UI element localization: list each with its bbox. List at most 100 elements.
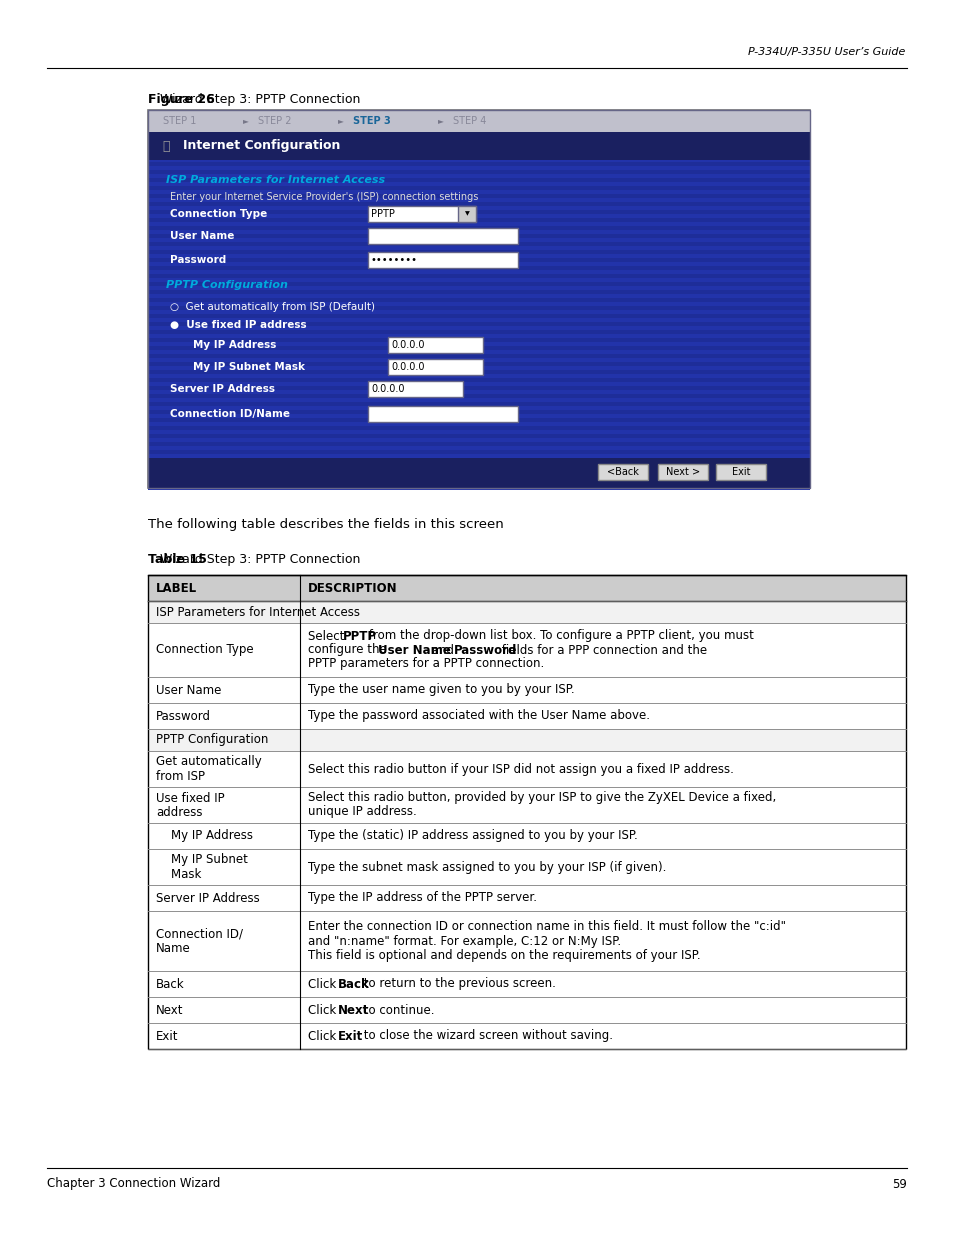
Bar xyxy=(148,406,809,410)
Bar xyxy=(148,378,809,382)
Bar xyxy=(148,438,809,442)
Bar xyxy=(148,190,809,194)
Bar xyxy=(148,230,809,233)
Text: Password: Password xyxy=(156,709,211,722)
Bar xyxy=(716,464,765,480)
Bar xyxy=(148,219,809,222)
Bar xyxy=(148,446,809,450)
Bar xyxy=(148,162,809,165)
Bar xyxy=(148,482,809,487)
Bar xyxy=(148,433,809,438)
Bar xyxy=(148,246,809,249)
Bar xyxy=(388,337,482,353)
Text: ►: ► xyxy=(337,116,343,126)
Bar xyxy=(148,354,809,358)
Bar xyxy=(388,359,482,375)
Text: STEP 2: STEP 2 xyxy=(257,116,292,126)
Bar xyxy=(148,322,809,326)
Bar xyxy=(148,242,809,246)
Bar xyxy=(148,287,809,290)
Text: Exit: Exit xyxy=(156,1030,178,1042)
Bar xyxy=(148,458,809,488)
Bar xyxy=(148,454,809,458)
Text: Exit: Exit xyxy=(731,467,749,477)
Bar xyxy=(368,206,476,222)
Text: The following table describes the fields in this screen: The following table describes the fields… xyxy=(148,517,503,531)
Bar xyxy=(598,464,647,480)
Text: PPTP Configuration: PPTP Configuration xyxy=(156,734,268,746)
Text: and "n:name" format. For example, C:12 or N:My ISP.: and "n:name" format. For example, C:12 o… xyxy=(308,935,620,947)
Text: Click: Click xyxy=(308,1004,339,1016)
Text: DESCRIPTION: DESCRIPTION xyxy=(308,582,397,594)
Text: Use fixed IP: Use fixed IP xyxy=(156,792,224,804)
Bar xyxy=(148,254,809,258)
Bar xyxy=(148,466,809,471)
Text: User Name: User Name xyxy=(377,643,450,657)
Bar xyxy=(148,132,809,161)
Bar xyxy=(368,228,517,245)
Text: Wizard Step 3: PPTP Connection: Wizard Step 3: PPTP Connection xyxy=(148,93,360,106)
Text: to close the wizard screen without saving.: to close the wizard screen without savin… xyxy=(360,1030,613,1042)
Text: User Name: User Name xyxy=(156,683,221,697)
Text: unique IP address.: unique IP address. xyxy=(308,805,416,819)
Text: STEP 4: STEP 4 xyxy=(453,116,486,126)
Bar xyxy=(148,303,809,306)
Bar xyxy=(148,114,809,119)
Bar xyxy=(148,210,809,214)
Bar xyxy=(148,471,809,474)
Bar xyxy=(148,233,809,238)
Text: and: and xyxy=(428,643,457,657)
Bar xyxy=(148,997,905,1023)
Bar xyxy=(148,135,809,138)
Text: Chapter 3 Connection Wizard: Chapter 3 Connection Wizard xyxy=(47,1177,220,1191)
Bar xyxy=(148,194,809,198)
Bar xyxy=(148,911,905,971)
Text: Wizard Step 3: PPTP Connection: Wizard Step 3: PPTP Connection xyxy=(148,553,360,566)
Text: to continue.: to continue. xyxy=(360,1004,435,1016)
Bar xyxy=(148,403,809,406)
Text: Type the user name given to you by your ISP.: Type the user name given to you by your … xyxy=(308,683,574,697)
Bar xyxy=(148,430,809,433)
Bar xyxy=(148,178,809,182)
Text: ●  Use fixed IP address: ● Use fixed IP address xyxy=(170,320,306,330)
Bar xyxy=(148,487,809,490)
Text: Back: Back xyxy=(156,977,185,990)
Text: Connection ID/Name: Connection ID/Name xyxy=(170,409,290,419)
Bar xyxy=(148,222,809,226)
Text: Click: Click xyxy=(308,977,339,990)
Bar xyxy=(148,282,809,287)
Bar xyxy=(148,146,809,149)
Text: configure the: configure the xyxy=(308,643,390,657)
Text: STEP 3: STEP 3 xyxy=(353,116,391,126)
Bar xyxy=(148,149,809,154)
Text: Next: Next xyxy=(337,1004,369,1016)
Bar xyxy=(148,270,809,274)
Text: Next >: Next > xyxy=(665,467,700,477)
Bar xyxy=(148,450,809,454)
Bar xyxy=(148,387,809,390)
Bar xyxy=(658,464,707,480)
Bar xyxy=(148,170,809,174)
Text: ▼: ▼ xyxy=(464,211,469,216)
Bar xyxy=(148,186,809,190)
Text: Next: Next xyxy=(156,1004,183,1016)
Text: PPTP: PPTP xyxy=(371,209,395,219)
Bar xyxy=(148,310,809,314)
Bar xyxy=(148,601,905,622)
Text: Select this radio button, provided by your ISP to give the ZyXEL Device a fixed,: Select this radio button, provided by yo… xyxy=(308,792,776,804)
Bar xyxy=(148,971,905,997)
Bar xyxy=(148,426,809,430)
Text: ISP Parameters for Internet Access: ISP Parameters for Internet Access xyxy=(166,175,385,185)
Text: to return to the previous screen.: to return to the previous screen. xyxy=(360,977,556,990)
Bar xyxy=(148,848,905,885)
Bar xyxy=(148,370,809,374)
Bar xyxy=(148,366,809,370)
Bar xyxy=(148,622,905,677)
Text: Enter your Internet Service Provider's (ISP) connection settings: Enter your Internet Service Provider's (… xyxy=(170,191,477,203)
Text: fields for a PPP connection and the: fields for a PPP connection and the xyxy=(497,643,706,657)
Bar xyxy=(148,394,809,398)
Text: P-334U/P-335U User’s Guide: P-334U/P-335U User’s Guide xyxy=(747,47,904,57)
Bar xyxy=(148,458,809,462)
Text: Select: Select xyxy=(308,630,348,642)
Bar xyxy=(148,576,905,601)
